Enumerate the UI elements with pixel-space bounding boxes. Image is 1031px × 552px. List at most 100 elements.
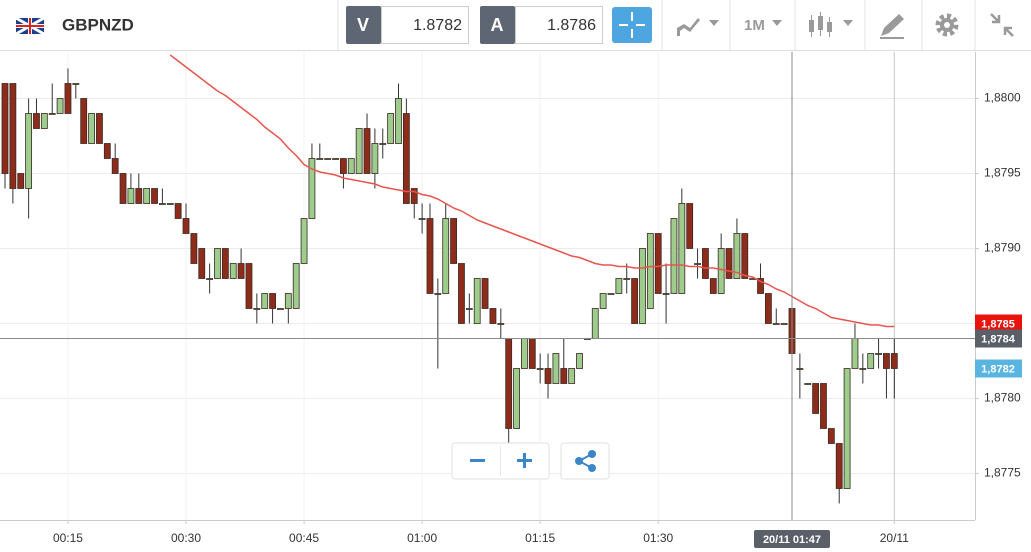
x-tick-label: 00:15 (53, 531, 83, 545)
candle-body (426, 218, 434, 294)
candle-body (812, 383, 820, 414)
candle-body (17, 173, 25, 189)
y-tick-label: 1,8775 (984, 466, 1021, 480)
candle-body (253, 308, 261, 310)
symbol: GBPNZD (62, 15, 134, 34)
candle-body (709, 278, 717, 294)
candle-body (473, 278, 481, 324)
candle-body (182, 218, 190, 234)
toolbar: GBPNZD V 1.8782 A 1.8786 1M (0, 0, 1031, 51)
zoom-out-button[interactable] (470, 459, 485, 462)
candle-body (48, 113, 56, 115)
bid-box (381, 6, 469, 44)
y-tick-label: 1,8790 (984, 241, 1021, 255)
crosshair-button[interactable] (612, 7, 652, 43)
y-tick-label: 1,8800 (984, 91, 1021, 105)
candle-body (119, 173, 127, 204)
candle-style-menu[interactable] (809, 12, 853, 37)
candle-body (859, 368, 867, 370)
candle-body (190, 233, 198, 264)
crosshair-x-box (754, 530, 830, 548)
candle-body (639, 248, 646, 324)
zoom-in-button[interactable] (517, 453, 532, 468)
candle-body (568, 368, 576, 384)
candle-body (599, 293, 607, 309)
candle-body (96, 113, 103, 144)
sell-button[interactable]: V 1.8782 (346, 6, 469, 44)
zoom-controls (451, 442, 610, 480)
candle-body (269, 293, 276, 309)
candle-body (867, 353, 875, 369)
timeframe-menu[interactable]: 1M (744, 17, 782, 34)
candle-body (402, 113, 410, 204)
price-marker (975, 359, 1022, 378)
candle-body (316, 158, 324, 160)
share-button[interactable] (560, 442, 610, 480)
candle-body (9, 83, 17, 189)
candle-body (552, 353, 560, 384)
candle-body (560, 368, 568, 384)
candle-body (284, 293, 292, 309)
bid-price: 1.8782 (413, 17, 462, 34)
ask-label-box (480, 6, 515, 44)
collapse-button[interactable] (990, 13, 1014, 37)
candle-body (143, 188, 151, 204)
candle-body (528, 338, 536, 369)
candle-body (686, 203, 694, 249)
candle-body (410, 188, 418, 204)
candle-body (875, 353, 882, 355)
x-tick-label: 01:15 (525, 531, 555, 545)
candle-body (33, 113, 40, 129)
candle-body (72, 83, 80, 85)
candle-body (324, 158, 332, 160)
candle-body (198, 248, 206, 279)
candle-body (780, 323, 788, 325)
candle-body (206, 278, 214, 280)
drawing-tool[interactable] (880, 14, 904, 39)
candle-body (536, 368, 544, 370)
candle-body (292, 263, 300, 309)
candle-body (757, 278, 764, 294)
candle-body (111, 158, 119, 174)
candle-body (1, 83, 9, 174)
candle-body (702, 248, 709, 279)
candle-body (717, 248, 725, 294)
candle-body (450, 218, 457, 264)
x-tick-label: 01:00 (407, 531, 437, 545)
ask-label: A (491, 15, 504, 35)
candle-body (890, 353, 898, 369)
x-tick-label: 00:45 (289, 531, 319, 545)
candle-body (505, 338, 513, 429)
candle-body (827, 428, 835, 444)
flag-icon (15, 16, 45, 36)
candle-body (363, 128, 371, 174)
candle-body (340, 158, 347, 174)
plot-area (1, 54, 898, 504)
candle-body (733, 233, 741, 279)
candle-body (646, 233, 654, 309)
candle-body (158, 203, 166, 205)
candle-body (347, 158, 355, 174)
candle-body (237, 263, 245, 279)
chart-type-menu[interactable] (677, 18, 719, 36)
candle-body (804, 383, 812, 385)
buy-button[interactable]: A 1.8786 (480, 6, 603, 44)
candle-body (481, 278, 489, 309)
candle-body (387, 113, 395, 144)
candle-body (631, 278, 638, 324)
candle-body (40, 113, 48, 129)
candle-body (489, 308, 497, 324)
crosshair-y-label: 1,8784 (981, 333, 1016, 345)
candle-body (355, 128, 363, 174)
candle-body (418, 218, 426, 220)
candle-body (214, 248, 221, 279)
candle-body (221, 248, 229, 279)
ask-box (515, 6, 603, 44)
candle-body (670, 218, 678, 294)
candle-body (277, 308, 284, 310)
crosshair-x-label: 20/11 01:47 (763, 534, 821, 546)
candle-body (497, 323, 505, 325)
candle-body (615, 278, 623, 294)
settings-button[interactable] (935, 13, 959, 37)
